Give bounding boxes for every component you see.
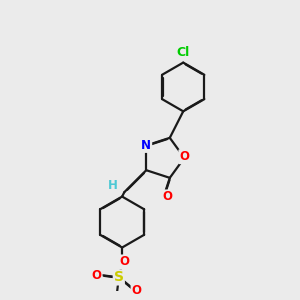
Text: S: S	[114, 270, 124, 284]
Text: O: O	[131, 284, 142, 297]
Text: O: O	[92, 269, 102, 282]
Text: O: O	[163, 190, 172, 203]
Text: N: N	[141, 139, 151, 152]
Text: O: O	[179, 150, 189, 163]
Text: H: H	[108, 179, 118, 192]
Text: O: O	[119, 255, 129, 268]
Text: Cl: Cl	[177, 46, 190, 59]
